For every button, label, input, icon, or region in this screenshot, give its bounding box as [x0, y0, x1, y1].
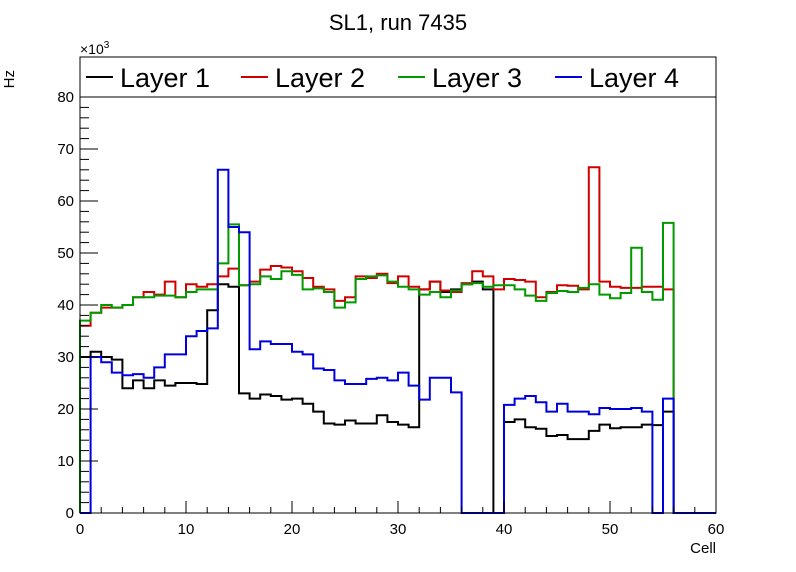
y-tick-label: 80	[57, 89, 74, 106]
x-tick-label: 0	[76, 521, 84, 538]
plot-area	[79, 166, 716, 514]
series-layer-3	[79, 221, 716, 514]
y-tick-label: 10	[57, 453, 74, 470]
legend: Layer 1 Layer 2 Layer 3 Layer 4	[79, 56, 717, 98]
series-layer-4	[80, 168, 716, 514]
x-tick-label: 50	[602, 521, 619, 538]
legend-entry: Layer 2	[241, 63, 365, 93]
legend-label: Layer 3	[432, 63, 522, 93]
y-tick-label: 0	[66, 505, 74, 522]
x-tick-label: 30	[390, 521, 407, 538]
legend-label: Layer 2	[275, 63, 365, 93]
x-tick-label: 20	[284, 521, 301, 538]
legend-label: Layer 1	[120, 63, 210, 93]
y-tick-label: 60	[57, 193, 74, 210]
y-multiplier: ×103	[80, 40, 110, 57]
series-layer-2	[79, 166, 716, 514]
y-axis-label: Hz	[1, 70, 18, 88]
series-layer-1	[79, 280, 716, 514]
plot-frame	[79, 96, 717, 514]
y-tick-label: 30	[57, 349, 74, 366]
y-tick-label: 40	[57, 297, 74, 314]
x-tick-label: 60	[708, 521, 725, 538]
y-tick-label: 70	[57, 141, 74, 158]
y-tick-label: 20	[57, 401, 74, 418]
y-tick-label: 50	[57, 245, 74, 262]
legend-entry: Layer 3	[398, 63, 522, 93]
chart-title: SL1, run 7435	[329, 10, 467, 35]
x-tick-label: 40	[496, 521, 513, 538]
axes: 0 10 20 30 40 50 60 0 10 20 30 40 50 60 70 80	[57, 89, 724, 538]
legend-entry: Layer 1	[86, 63, 210, 93]
x-axis-label: Cell	[690, 540, 716, 557]
legend-label: Layer 4	[589, 63, 679, 93]
x-tick-label: 10	[178, 521, 195, 538]
legend-entry: Layer 4	[555, 63, 679, 93]
